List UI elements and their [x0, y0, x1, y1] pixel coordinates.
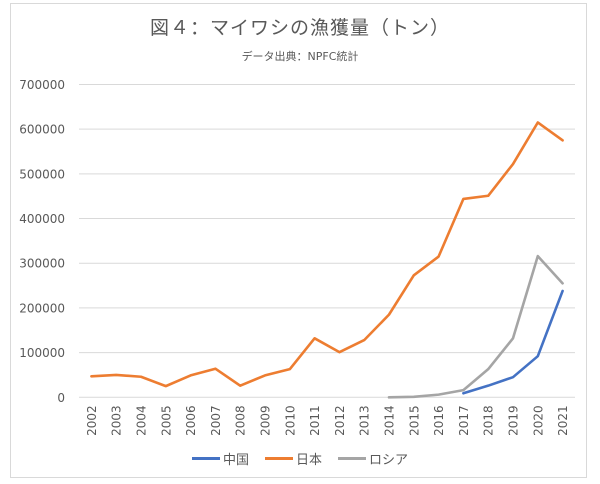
y-tick-label: 600000 [19, 123, 65, 137]
x-tick-label: 2021 [556, 405, 570, 436]
legend-label-japan: 日本 [295, 453, 322, 468]
y-tick-label: 0 [57, 391, 65, 405]
x-tick-label: 2013 [358, 405, 372, 436]
y-tick-label: 100000 [19, 346, 65, 360]
y-tick-label: 400000 [19, 212, 65, 226]
x-tick-label: 2014 [383, 405, 397, 436]
legend-swatch-japan [264, 457, 293, 460]
chart-subtitle: データ出典：NPFC統計 [241, 50, 359, 63]
x-axis-ticks: 2002 2003 2004 2005 2006 2007 2008 2009 2010 2011… [85, 405, 570, 436]
y-tick-label: 300000 [19, 257, 65, 271]
legend-item-japan: 日本 [264, 449, 322, 468]
chart-title: 図４：マイワシの漁獲量（トン） [149, 17, 450, 39]
x-tick-label: 2005 [159, 405, 173, 436]
series-line-russia [387, 254, 564, 399]
x-tick-label: 2003 [110, 405, 124, 436]
x-tick-label: 2020 [531, 405, 545, 436]
gridlines [79, 84, 575, 398]
x-tick-label: 2002 [85, 405, 99, 436]
legend: 中国 日本 ロシア [0, 449, 600, 468]
y-axis-ticks: 0 100000 200000 300000 400000 500000 600000 700… [19, 78, 65, 405]
x-tick-label: 2006 [184, 405, 198, 436]
x-tick-label: 2016 [432, 405, 446, 436]
chart-frame [10, 3, 587, 478]
y-tick-label: 700000 [19, 78, 65, 92]
y-tick-label: 500000 [19, 167, 65, 181]
series-lines [90, 121, 564, 399]
x-tick-label: 2011 [308, 405, 322, 436]
legend-label-china: 中国 [222, 453, 249, 468]
x-tick-label: 2008 [234, 405, 248, 436]
series-line-japan [90, 121, 564, 388]
legend-item-russia: ロシア [338, 449, 408, 468]
legend-swatch-china [191, 457, 220, 460]
legend-item-china: 中国 [191, 449, 249, 468]
x-tick-label: 2004 [135, 405, 149, 436]
x-tick-label: 2015 [407, 405, 421, 436]
x-tick-label: 2017 [457, 405, 471, 436]
x-tick-label: 2019 [507, 405, 521, 436]
x-tick-label: 2007 [209, 405, 223, 436]
legend-swatch-russia [338, 457, 366, 460]
x-tick-label: 2012 [333, 405, 347, 436]
x-tick-label: 2018 [482, 405, 496, 436]
y-tick-label: 200000 [19, 301, 65, 315]
legend-label-russia: ロシア [369, 453, 409, 468]
x-tick-label: 2009 [259, 405, 273, 436]
x-tick-label: 2010 [283, 405, 297, 436]
